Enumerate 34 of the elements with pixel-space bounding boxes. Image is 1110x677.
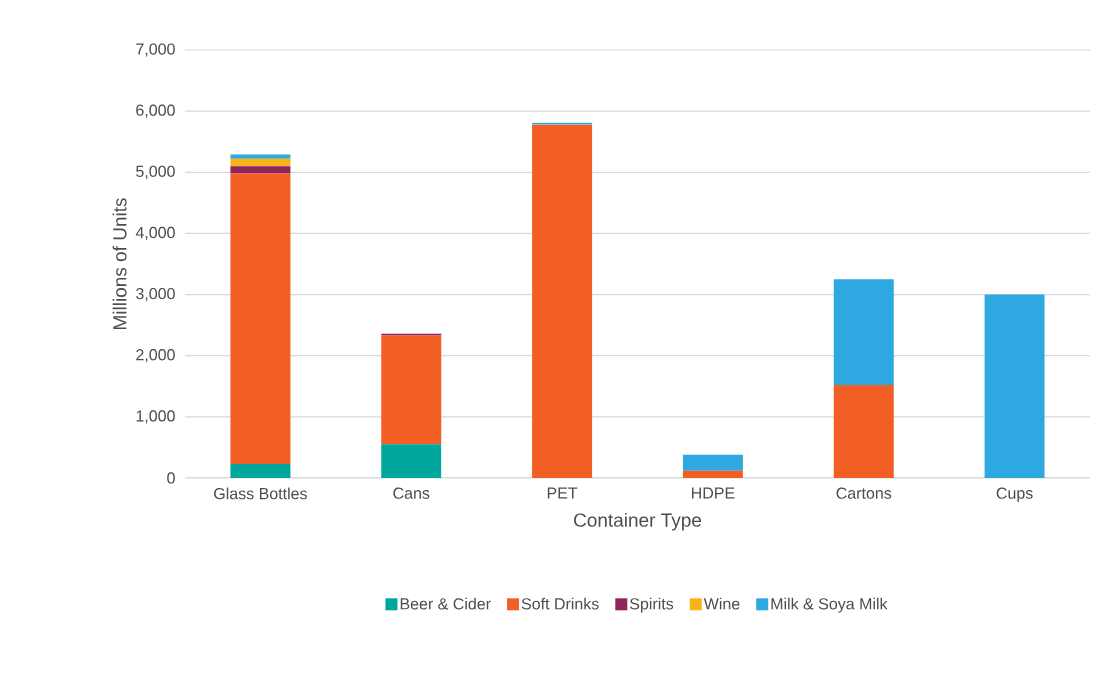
bar (833, 385, 894, 478)
bar (230, 463, 291, 478)
bar (230, 154, 291, 159)
y-tick-label: 6,000 (136, 104, 175, 118)
x-tick-label: PET (547, 487, 578, 499)
legend-label: Beer & Cider (400, 597, 491, 610)
bar (682, 470, 743, 478)
x-tick-label: Cups (996, 487, 1033, 503)
bar (833, 279, 894, 386)
y-axis-title: Millions of Units (112, 198, 127, 329)
bar (381, 335, 442, 445)
bar (381, 444, 442, 478)
y-tick-label: 1,000 (136, 410, 175, 424)
y-tick-label: 0 (167, 472, 175, 484)
y-tick-label: 2,000 (136, 349, 175, 363)
legend-label: Soft Drinks (521, 597, 599, 610)
legend-label: Spirits (630, 597, 674, 613)
legend-label: Milk & Soya Milk (771, 597, 888, 613)
legend-label: Wine (703, 597, 740, 610)
x-tick-label: Glass Bottles (214, 487, 307, 500)
bar (984, 294, 1045, 478)
bar (682, 454, 743, 471)
y-tick-label: 4,000 (135, 226, 175, 241)
bar (532, 124, 593, 478)
bar (230, 166, 291, 174)
x-tick-label: Cartons (836, 487, 892, 499)
y-tick-label: 7,000 (136, 43, 175, 57)
x-tick-label: HDPE (692, 487, 735, 499)
y-tick-label: 5,000 (136, 165, 175, 179)
x-axis-title: Container Type (574, 512, 702, 531)
x-tick-label: Cans (393, 487, 430, 499)
bar (230, 158, 291, 167)
bar (230, 173, 291, 464)
y-tick-label: 3,000 (136, 287, 175, 302)
